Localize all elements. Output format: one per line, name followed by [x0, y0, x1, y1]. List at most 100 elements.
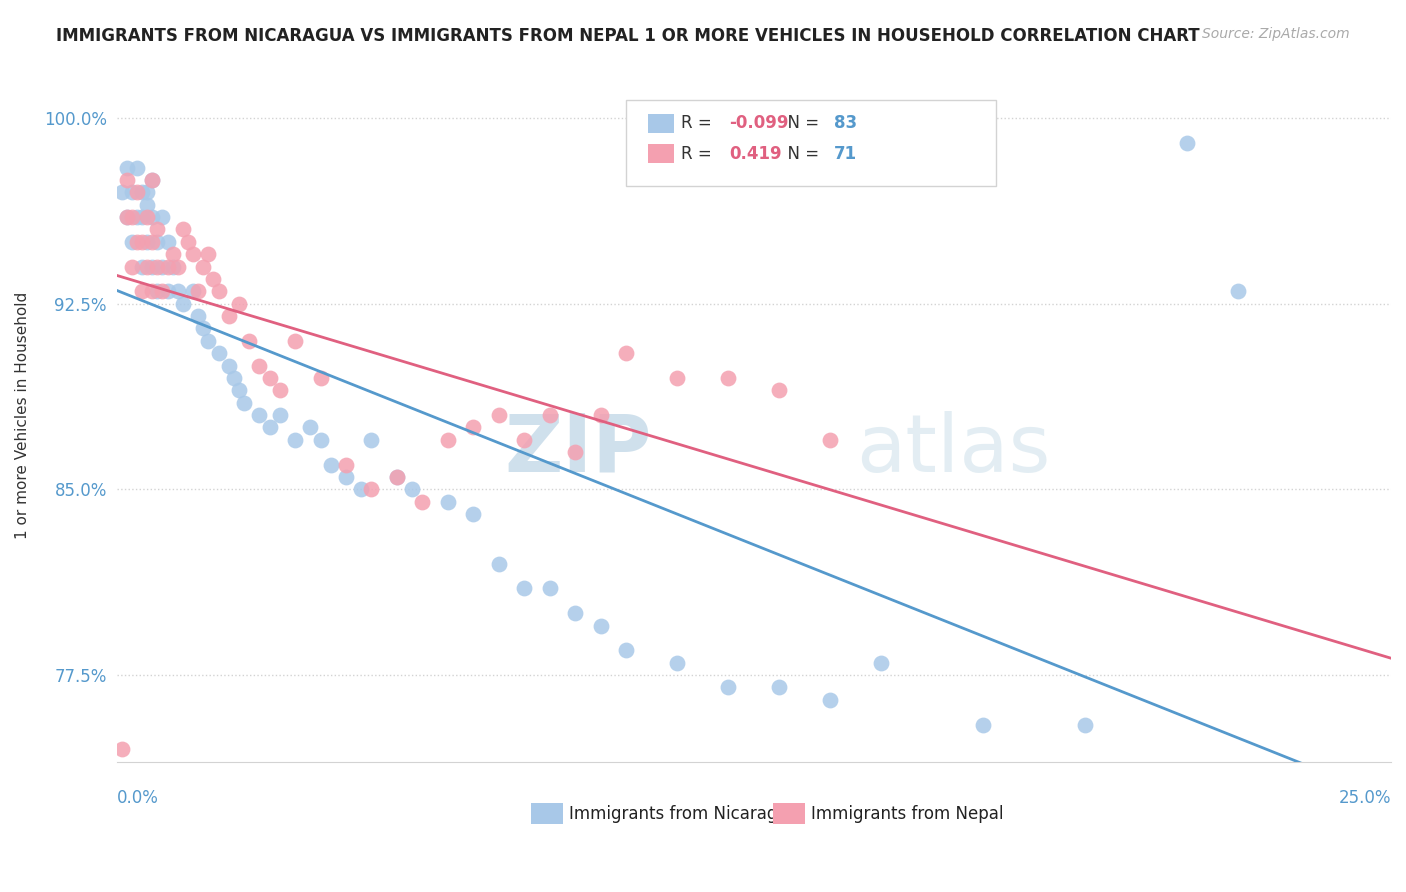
Text: N =: N =	[776, 114, 824, 132]
Point	[820, 693, 842, 707]
Point	[111, 742, 134, 756]
Point	[141, 260, 163, 274]
Point	[401, 483, 423, 497]
Point	[614, 643, 637, 657]
Point	[115, 210, 138, 224]
Point	[228, 296, 250, 310]
Point	[152, 260, 174, 274]
Point	[136, 197, 159, 211]
Point	[247, 408, 270, 422]
Point	[538, 582, 561, 596]
Point	[385, 470, 408, 484]
Point	[309, 433, 332, 447]
Point	[437, 433, 460, 447]
Point	[141, 285, 163, 299]
Point	[717, 681, 740, 695]
Point	[259, 371, 281, 385]
Point	[141, 173, 163, 187]
Text: 0.0%: 0.0%	[117, 789, 159, 807]
Point	[141, 173, 163, 187]
Point	[1175, 136, 1198, 150]
Point	[136, 186, 159, 200]
Point	[162, 260, 184, 274]
Point	[463, 420, 485, 434]
Point	[360, 433, 382, 447]
Point	[131, 186, 153, 200]
Point	[589, 408, 612, 422]
Point	[218, 309, 240, 323]
Point	[115, 210, 138, 224]
Point	[269, 384, 291, 398]
Point	[156, 235, 179, 249]
Point	[125, 235, 148, 249]
Point	[197, 247, 219, 261]
Point	[513, 433, 536, 447]
Point	[131, 210, 153, 224]
Text: Immigrants from Nepal: Immigrants from Nepal	[811, 805, 1004, 822]
Point	[187, 285, 209, 299]
Point	[411, 494, 433, 508]
FancyBboxPatch shape	[648, 145, 673, 163]
Point	[121, 260, 143, 274]
Text: atlas: atlas	[856, 410, 1050, 489]
Point	[207, 285, 229, 299]
Point	[111, 186, 134, 200]
Point	[136, 235, 159, 249]
Point	[172, 296, 194, 310]
Point	[222, 371, 245, 385]
Point	[125, 186, 148, 200]
Point	[589, 618, 612, 632]
Point	[121, 186, 143, 200]
Point	[125, 210, 148, 224]
Point	[136, 260, 159, 274]
Point	[717, 371, 740, 385]
Point	[768, 384, 790, 398]
Point	[666, 656, 689, 670]
Point	[162, 247, 184, 261]
Point	[218, 359, 240, 373]
FancyBboxPatch shape	[773, 804, 804, 824]
Point	[202, 272, 225, 286]
Point	[437, 494, 460, 508]
Text: 83: 83	[834, 114, 858, 132]
Point	[125, 161, 148, 175]
Text: 71: 71	[834, 145, 858, 162]
Point	[309, 371, 332, 385]
Point	[156, 285, 179, 299]
Text: -0.099: -0.099	[730, 114, 789, 132]
Point	[538, 408, 561, 422]
Point	[146, 222, 169, 236]
Point	[385, 470, 408, 484]
Point	[146, 285, 169, 299]
Text: Source: ZipAtlas.com: Source: ZipAtlas.com	[1202, 27, 1350, 41]
Point	[233, 395, 256, 409]
Point	[131, 260, 153, 274]
FancyBboxPatch shape	[626, 100, 995, 186]
Point	[513, 582, 536, 596]
Text: IMMIGRANTS FROM NICARAGUA VS IMMIGRANTS FROM NEPAL 1 OR MORE VEHICLES IN HOUSEHO: IMMIGRANTS FROM NICARAGUA VS IMMIGRANTS …	[56, 27, 1199, 45]
Point	[115, 161, 138, 175]
Point	[870, 656, 893, 670]
Point	[177, 235, 200, 249]
Point	[768, 681, 790, 695]
Point	[238, 334, 260, 348]
Point	[115, 173, 138, 187]
Point	[172, 222, 194, 236]
Point	[284, 433, 307, 447]
Point	[131, 285, 153, 299]
Text: 25.0%: 25.0%	[1339, 789, 1391, 807]
Point	[187, 309, 209, 323]
Point	[193, 260, 215, 274]
Point	[564, 445, 586, 459]
Point	[299, 420, 322, 434]
Point	[152, 285, 174, 299]
Text: R =: R =	[681, 114, 717, 132]
Point	[152, 210, 174, 224]
Y-axis label: 1 or more Vehicles in Household: 1 or more Vehicles in Household	[15, 292, 30, 539]
Point	[136, 210, 159, 224]
Point	[463, 507, 485, 521]
Point	[335, 470, 357, 484]
Point	[247, 359, 270, 373]
Point	[284, 334, 307, 348]
Point	[181, 285, 204, 299]
